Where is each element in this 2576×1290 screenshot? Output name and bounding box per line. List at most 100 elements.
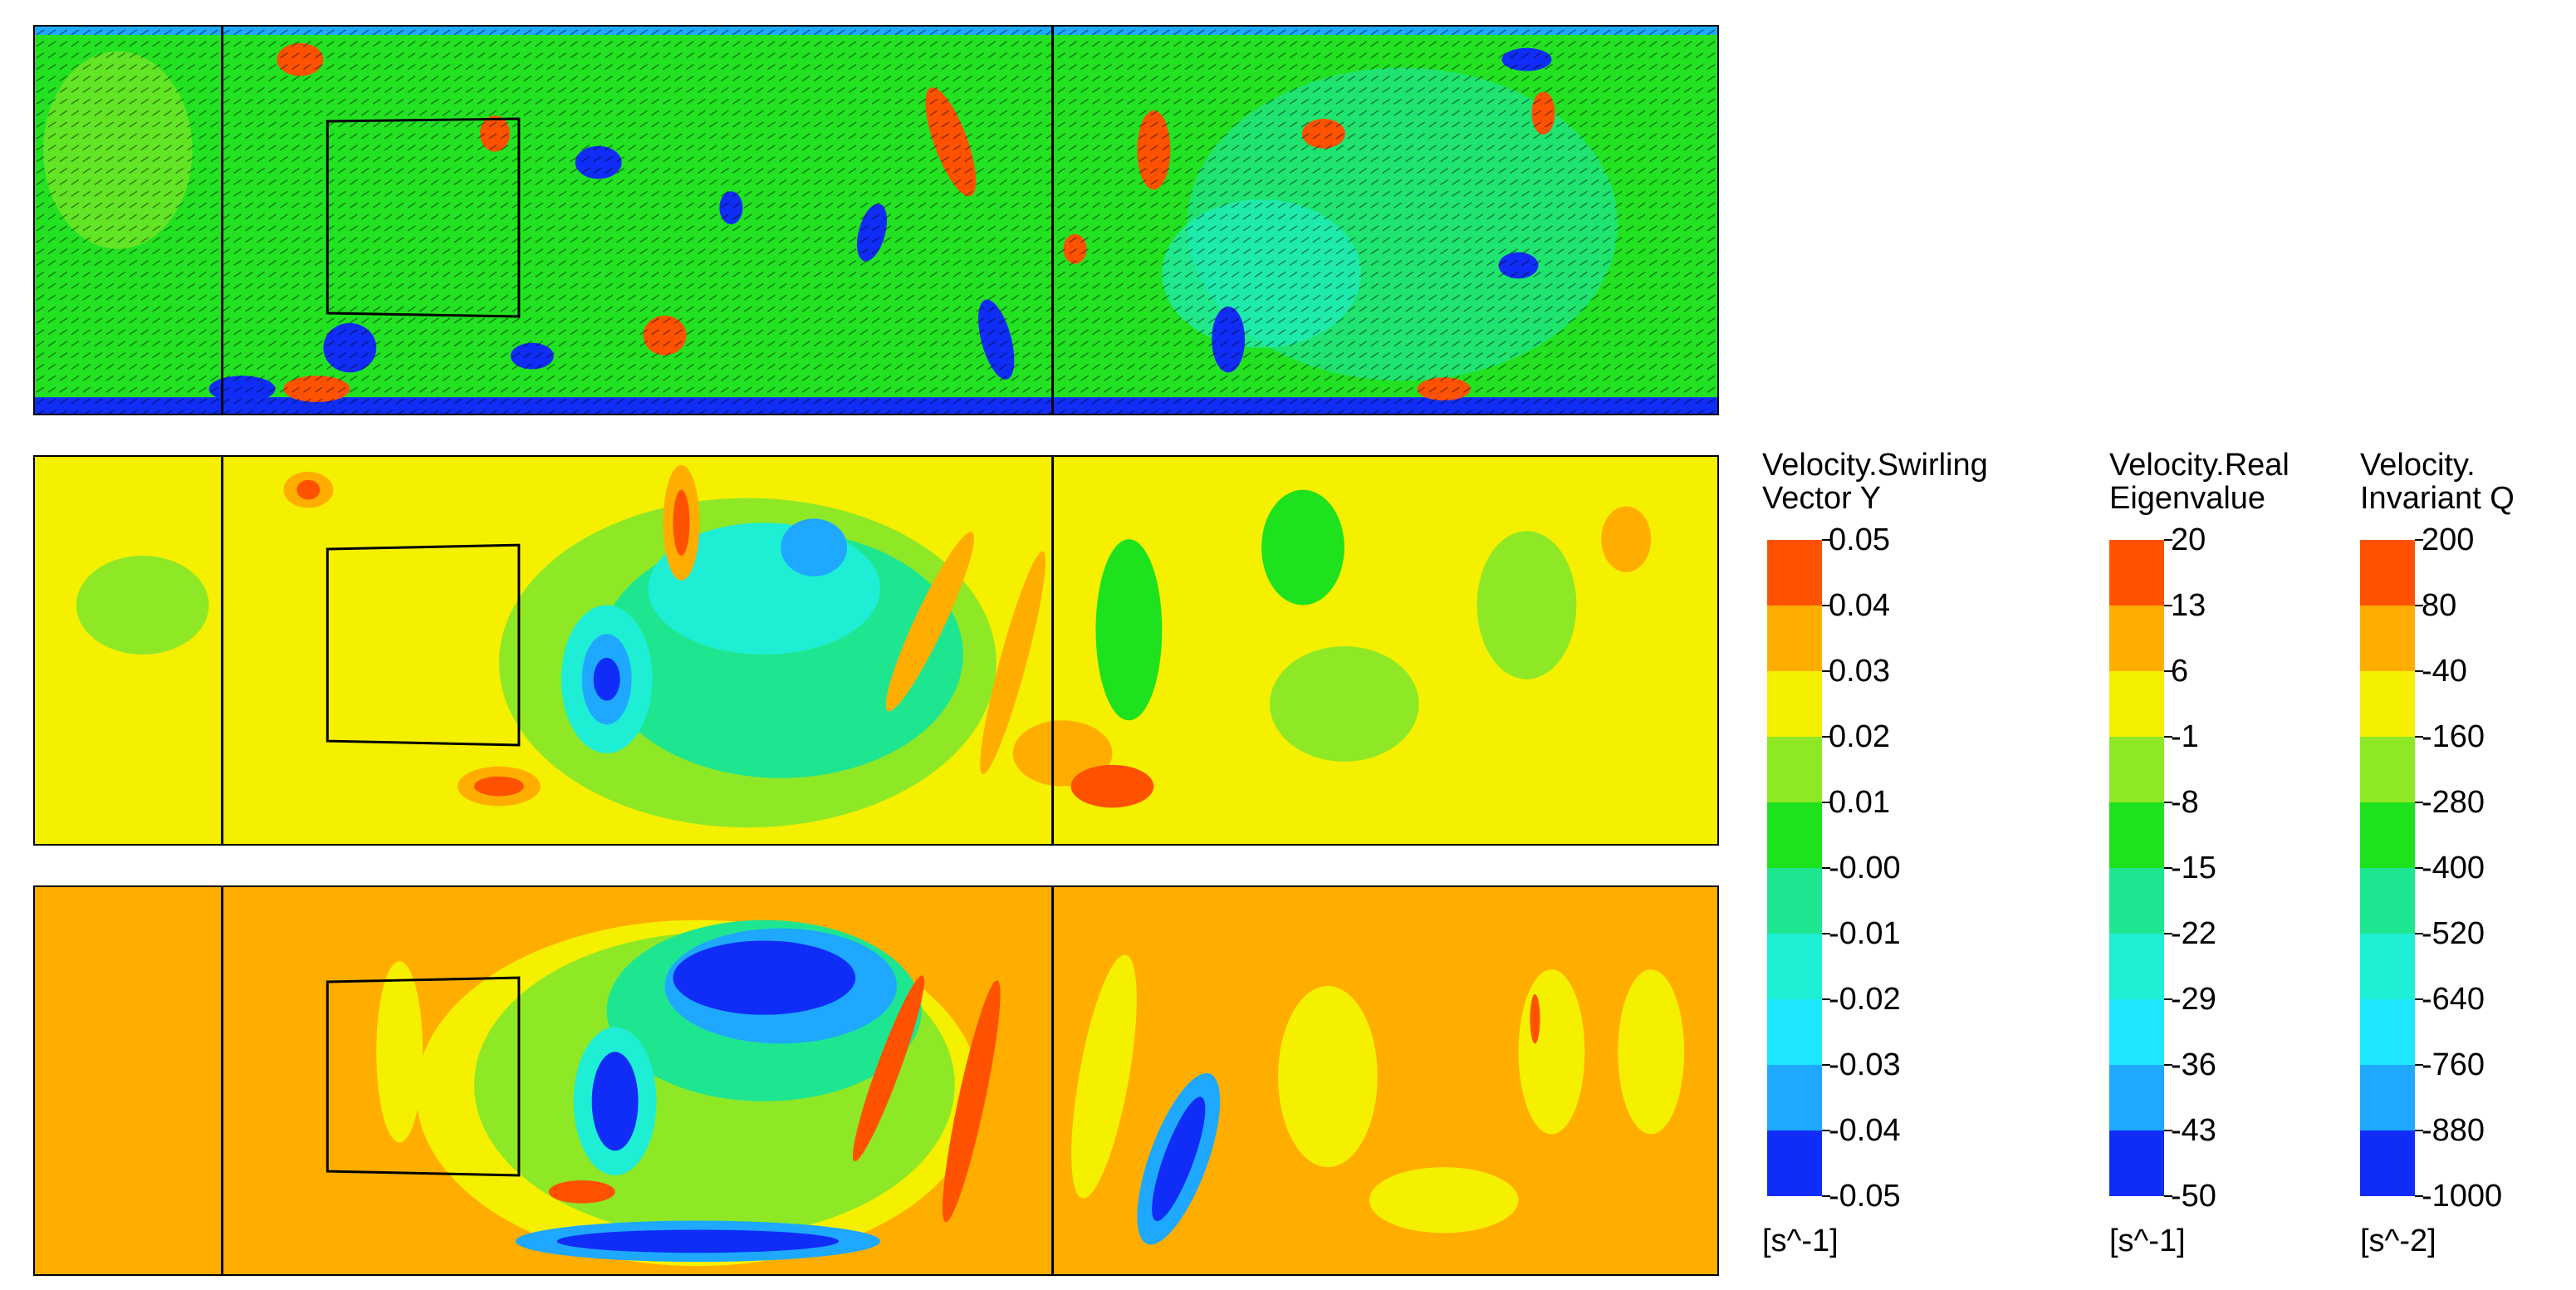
- colorbar-tick-mark: [2415, 998, 2423, 1000]
- colorbar-tick-mark: [1822, 605, 1830, 606]
- legend-unit: [s^-2]: [2360, 1224, 2436, 1258]
- colorbar-tick-label: -760: [2422, 1047, 2485, 1082]
- colorbar-segment: [1767, 671, 1822, 737]
- colorbar-tick-label: -280: [2422, 785, 2485, 820]
- colorbar-tick-mark: [2415, 867, 2423, 869]
- legend-title: Velocity.Real Eigenvalue: [2109, 449, 2290, 515]
- legend-real-eigenvalue: Velocity.Real Eigenvalue 20 13 6 -1 -8 -15 -22…: [2109, 449, 2358, 1279]
- colorbar-tick-mark: [2164, 1064, 2172, 1066]
- colorbar-segment: [1767, 868, 1822, 934]
- colorbar-tick-label: -8: [2171, 785, 2199, 820]
- colorbar-segment: [2109, 606, 2164, 671]
- colorbar-tick-mark: [2164, 605, 2172, 606]
- colorbar-tick-label: -640: [2422, 982, 2485, 1017]
- legend-title-line: Invariant Q: [2360, 481, 2515, 516]
- colorbar-tick-label: 0.03: [1829, 654, 1890, 689]
- colorbar-segment: [1767, 999, 1822, 1065]
- colorbar-tick-mark: [2415, 802, 2423, 803]
- colorbar-segment: [2109, 671, 2164, 737]
- colorbar-tick-mark: [2164, 1195, 2172, 1197]
- colorbar-tick-mark: [1822, 670, 1830, 672]
- colorbar-segment: [2109, 737, 2164, 802]
- legend-title-line: Velocity.Swirling: [1762, 448, 1988, 483]
- colorbar-tick-label: -0.04: [1829, 1113, 1901, 1148]
- colorbar-tick-label: 6: [2171, 654, 2189, 689]
- colorbar-tick-mark: [2415, 1064, 2423, 1066]
- colorbar-tick-label: -0.05: [1829, 1179, 1901, 1214]
- colorbar-tick-label: -50: [2171, 1179, 2216, 1214]
- legend-title-line: Eigenvalue: [2109, 481, 2266, 516]
- colorbar-tick-mark: [1822, 933, 1830, 934]
- colorbar-tick-label: 13: [2171, 588, 2206, 623]
- colorbar-tick-label: -1000: [2422, 1179, 2503, 1214]
- colorbar-tick-label: -1: [2171, 719, 2199, 754]
- colorbar-tick-mark: [1822, 1064, 1830, 1066]
- colorbar-tick-mark: [1822, 736, 1830, 738]
- colorbar-tick-label: 0.04: [1829, 588, 1890, 623]
- colorbar: [2360, 540, 2415, 1196]
- colorbar-tick-mark: [2415, 605, 2423, 606]
- contour-plot-middle: [35, 457, 1717, 844]
- colorbar-tick-label: 200: [2422, 522, 2475, 557]
- colorbar-tick-mark: [2164, 1130, 2172, 1131]
- colorbar: [2109, 540, 2164, 1196]
- colorbar-segment: [2360, 1065, 2415, 1131]
- colorbar-segment: [2109, 868, 2164, 934]
- colorbar-tick-mark: [1822, 1130, 1830, 1131]
- colorbar-tick-label: 0.02: [1829, 719, 1890, 754]
- colorbar-tick-label: -0.02: [1829, 982, 1901, 1017]
- colorbar-tick-label: 0.01: [1829, 785, 1890, 820]
- colorbar-tick-mark: [2164, 736, 2172, 738]
- colorbar-tick-mark: [2415, 1130, 2423, 1131]
- legend-title-line: Vector Y: [1762, 481, 1881, 516]
- colorbar-segment: [1767, 802, 1822, 868]
- contour-plot-bottom: [35, 887, 1717, 1274]
- colorbar-segment: [2109, 999, 2164, 1065]
- contour-panel-middle: [33, 455, 1719, 846]
- colorbar-segment: [2109, 540, 2164, 606]
- colorbar-segment: [2360, 606, 2415, 671]
- colorbar: [1767, 540, 1822, 1196]
- colorbar-segment: [2109, 1131, 2164, 1196]
- colorbar-tick-label: -15: [2171, 851, 2216, 885]
- legend-unit: [s^-1]: [1762, 1224, 1839, 1258]
- colorbar-segment: [2360, 868, 2415, 934]
- colorbar-tick-mark: [2415, 1195, 2423, 1197]
- colorbar-tick-label: 20: [2171, 522, 2206, 557]
- colorbar-tick-mark: [2415, 539, 2423, 541]
- colorbar-segment: [2109, 802, 2164, 868]
- legend-title-line: Velocity.: [2360, 448, 2476, 483]
- colorbar-tick-label: -43: [2171, 1113, 2216, 1148]
- colorbar-segment: [1767, 737, 1822, 802]
- colorbar-tick-mark: [2415, 736, 2423, 738]
- colorbar-tick-label: -40: [2422, 654, 2467, 689]
- colorbar-tick-mark: [2164, 998, 2172, 1000]
- colorbar-tick-label: -880: [2422, 1113, 2485, 1148]
- colorbar-tick-label: -520: [2422, 916, 2485, 951]
- colorbar-tick-mark: [2415, 670, 2423, 672]
- colorbar-segment: [2109, 934, 2164, 999]
- colorbar-tick-label: -22: [2171, 916, 2216, 951]
- colorbar-tick-mark: [2164, 802, 2172, 803]
- colorbar-tick-mark: [2164, 933, 2172, 934]
- colorbar-segment: [2360, 540, 2415, 606]
- legend-title: Velocity.Swirling Vector Y: [1762, 449, 1988, 515]
- colorbar-tick-label: -36: [2171, 1047, 2216, 1082]
- colorbar-segment: [2360, 737, 2415, 802]
- colorbar-tick-mark: [1822, 998, 1830, 1000]
- colorbar-tick-mark: [1822, 802, 1830, 803]
- colorbar-tick-mark: [2164, 539, 2172, 541]
- colorbar-tick-label: -29: [2171, 982, 2216, 1017]
- colorbar-tick-label: -0.03: [1829, 1047, 1901, 1082]
- colorbar-segment: [1767, 606, 1822, 671]
- legend-unit: [s^-1]: [2109, 1224, 2186, 1258]
- legend-swirling-vector-y: Velocity.Swirling Vector Y 0.05 0.04 0.03 0…: [1762, 449, 2036, 1279]
- colorbar-segment: [2360, 671, 2415, 737]
- legend-title: Velocity. Invariant Q: [2360, 449, 2515, 515]
- colorbar-tick-mark: [2164, 867, 2172, 869]
- legend-invariant-q: Velocity. Invariant Q 200 80 -40 -160 -280 -4…: [2360, 449, 2568, 1279]
- colorbar-segment: [2360, 999, 2415, 1065]
- colorbar-tick-mark: [2415, 933, 2423, 934]
- contour-plot-top: [35, 27, 1717, 414]
- colorbar-segment: [1767, 540, 1822, 606]
